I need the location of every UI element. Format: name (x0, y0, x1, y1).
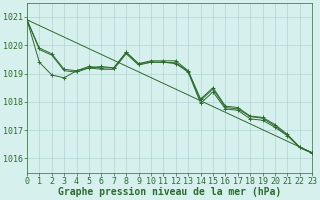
X-axis label: Graphe pression niveau de la mer (hPa): Graphe pression niveau de la mer (hPa) (58, 187, 281, 197)
